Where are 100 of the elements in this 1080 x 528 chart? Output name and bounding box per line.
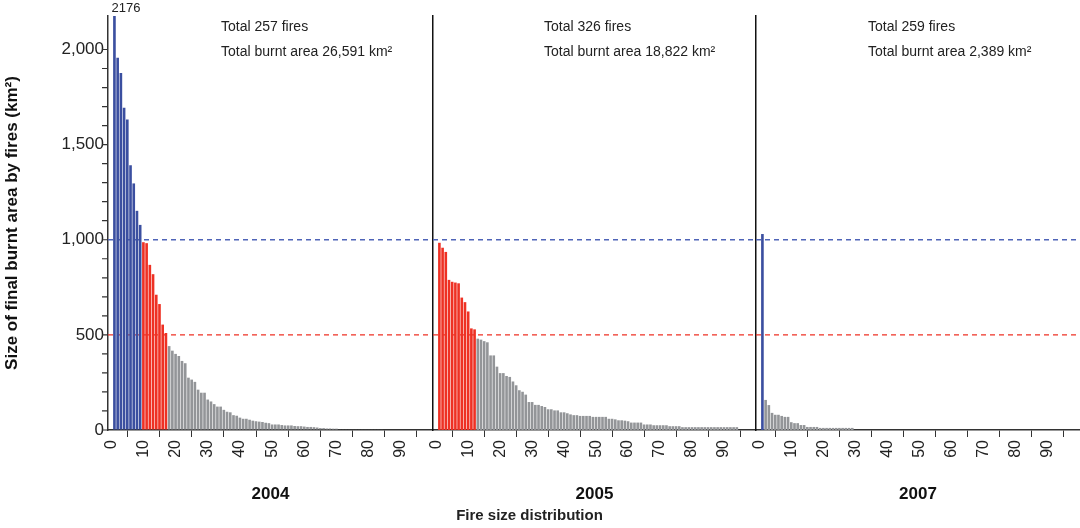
y-axis-title: Size of final burnt area by fires (km²)	[1, 76, 21, 370]
bar	[713, 427, 716, 430]
bar	[245, 418, 248, 430]
bar	[502, 373, 505, 430]
bar	[825, 427, 828, 430]
bar	[668, 426, 671, 430]
bar	[716, 427, 719, 430]
y-tick-label: 1,500	[61, 134, 104, 154]
bar	[441, 247, 444, 430]
bar	[293, 426, 296, 430]
x-tick-label: 90	[714, 439, 732, 458]
x-tick-label: 70	[326, 439, 344, 458]
bar	[569, 414, 572, 430]
bar	[113, 16, 116, 430]
x-tick-label: 70	[650, 439, 668, 458]
y-tick-label: 500	[75, 324, 104, 344]
bar	[681, 427, 684, 430]
bar	[457, 283, 460, 430]
x-tick-label: 60	[618, 439, 636, 458]
x-tick-label: 80	[359, 439, 377, 458]
bar	[171, 350, 174, 430]
bar	[216, 406, 219, 430]
bar	[280, 425, 284, 430]
x-tick-label: 50	[586, 439, 604, 458]
bar	[764, 399, 767, 430]
bar	[261, 422, 264, 430]
bar	[203, 392, 206, 430]
bar	[248, 419, 251, 430]
bar	[566, 413, 569, 430]
bar	[174, 353, 177, 430]
bar	[649, 424, 652, 430]
bar	[286, 425, 290, 430]
bar	[652, 425, 655, 430]
annotation: Total 257 fires	[221, 18, 309, 34]
bar	[177, 355, 181, 430]
bar	[537, 404, 540, 430]
bar	[777, 414, 780, 430]
bar	[604, 416, 607, 430]
annotation: Total 259 fires	[868, 18, 956, 34]
x-tick-label: 50	[910, 439, 928, 458]
bar	[780, 415, 783, 430]
x-tick-label: 80	[1006, 439, 1024, 458]
x-tick-label: 80	[682, 439, 700, 458]
x-tick-label: 40	[230, 439, 248, 458]
bar	[553, 410, 556, 430]
x-tick-label: 60	[294, 439, 312, 458]
y-tick-label: 1,000	[61, 229, 104, 249]
bar	[444, 251, 448, 430]
bar	[838, 427, 841, 430]
bar	[232, 415, 235, 430]
bar	[534, 404, 537, 430]
bar	[636, 422, 639, 430]
x-axis-title: 2004	[251, 484, 290, 504]
annotation: Total burnt area 2,389 km²	[868, 43, 1032, 59]
x-tick-label: 70	[974, 439, 992, 458]
x-tick-label: 20	[165, 439, 183, 458]
bar	[219, 406, 222, 430]
x-tick-label: 0	[426, 439, 444, 449]
bar	[274, 424, 277, 430]
bar	[524, 394, 528, 430]
bar	[697, 427, 700, 430]
bar	[190, 379, 193, 430]
bar	[508, 376, 512, 430]
bar	[633, 422, 636, 430]
x-tick-label: 90	[391, 439, 409, 458]
bar	[684, 427, 687, 430]
bar	[601, 416, 604, 430]
annotation: Total 326 fires	[544, 18, 632, 34]
bar	[809, 426, 812, 430]
bar	[822, 427, 825, 430]
x-tick-label: 60	[942, 439, 960, 458]
x-axis-title: 2005	[575, 484, 614, 504]
bar	[841, 427, 844, 430]
x-tick-label: 30	[845, 439, 863, 458]
x-tick-label: 90	[1038, 439, 1056, 458]
x-tick-label: 40	[554, 439, 572, 458]
bar	[277, 424, 280, 430]
bar	[620, 420, 623, 430]
bar	[492, 355, 496, 430]
annotation: Total burnt area 26,591 km²	[221, 43, 393, 59]
bar	[306, 426, 309, 430]
bar	[309, 426, 313, 430]
bar	[806, 426, 809, 430]
bar	[142, 242, 145, 430]
x-tick-label: 10	[781, 439, 799, 458]
bar	[585, 415, 588, 430]
x-tick-label: 40	[877, 439, 895, 458]
bar	[486, 342, 489, 430]
x-tick-label: 0	[101, 439, 119, 449]
bar	[505, 375, 508, 430]
x-axis-title: 2007	[899, 484, 937, 504]
bar	[283, 425, 287, 430]
x-tick-label: 30	[522, 439, 540, 458]
annotation: Total burnt area 18,822 km²	[544, 43, 716, 59]
data-label: 2176	[111, 0, 141, 15]
bar	[550, 409, 553, 430]
x-tick-label: 20	[490, 439, 508, 458]
bar	[665, 425, 668, 430]
x-tick-label: 30	[198, 439, 216, 458]
x-tick-label: 20	[813, 439, 831, 458]
